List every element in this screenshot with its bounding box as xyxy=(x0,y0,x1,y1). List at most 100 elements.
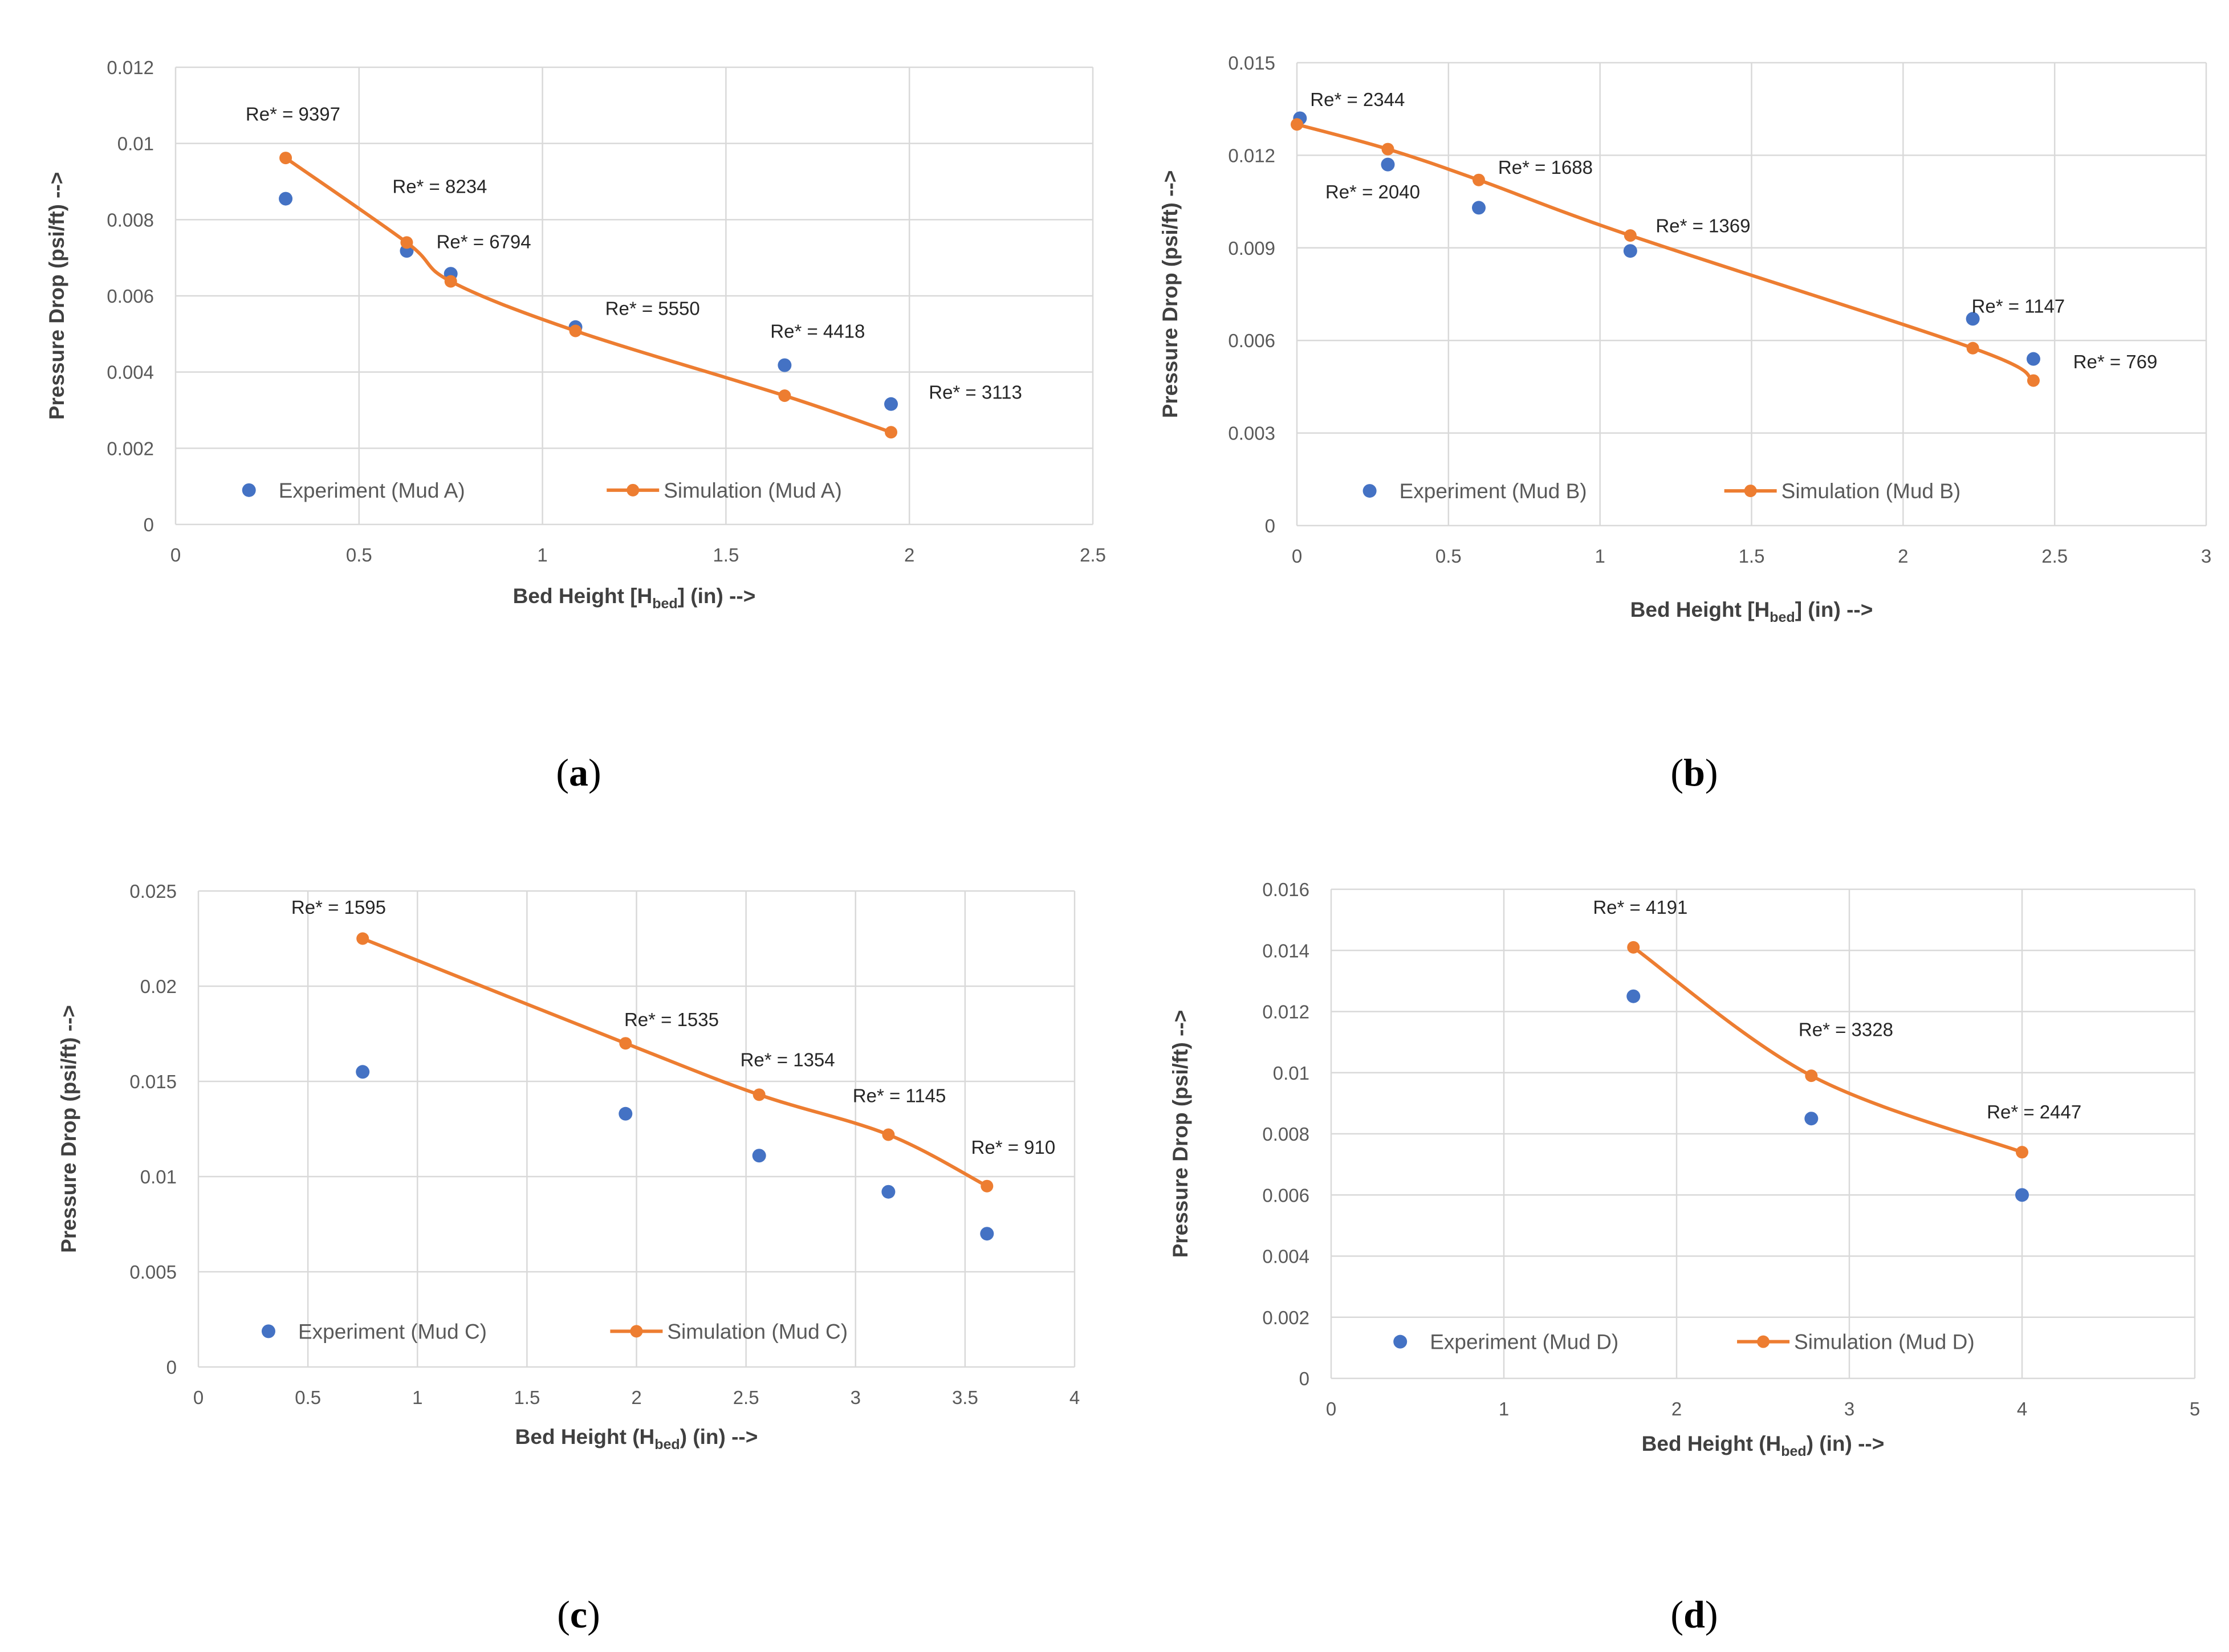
legend-simulation-label: Simulation (Mud A) xyxy=(664,479,842,502)
legend-experiment-marker xyxy=(1393,1334,1408,1349)
experiment-point xyxy=(2026,352,2040,366)
experiment-series xyxy=(1293,111,2040,366)
y-tick-label: 0.016 xyxy=(1262,879,1309,900)
caption-letter: d xyxy=(1683,1593,1705,1636)
legend: Experiment (Mud A) Simulation (Mud A) xyxy=(242,479,842,502)
y-tick-label: 0.008 xyxy=(1262,1124,1309,1145)
x-tick-label: 3.5 xyxy=(952,1387,978,1408)
simulation-point xyxy=(1473,173,1485,186)
y-tick-label: 0.015 xyxy=(129,1071,177,1092)
simulation-line xyxy=(284,156,892,434)
x-axis-title: Bed Height (Hbed) (in) --> xyxy=(1642,1432,1885,1459)
x-tick-label: 1 xyxy=(1499,1398,1509,1419)
y-tick-label: 0.003 xyxy=(1228,423,1275,444)
y-tick-label: 0.012 xyxy=(1228,145,1275,166)
y-tick-label: 0 xyxy=(1265,515,1275,536)
y-tick-label: 0.002 xyxy=(107,438,154,459)
y-tick-label: 0.008 xyxy=(107,209,154,230)
y-tick-label: 0.004 xyxy=(1262,1246,1309,1267)
panel-caption: (d) xyxy=(1670,1593,1718,1636)
y-tick-label: 0.012 xyxy=(1262,1002,1309,1023)
x-axis-title-prefix: Bed Height (H xyxy=(515,1425,655,1448)
y-tick-label: 0.006 xyxy=(107,286,154,307)
panel-caption: (c) xyxy=(557,1593,600,1636)
legend-experiment-marker xyxy=(242,483,256,497)
simulation-point xyxy=(753,1088,766,1101)
caption-paren-open: ( xyxy=(1670,751,1683,794)
caption-paren-close: ) xyxy=(587,1593,600,1636)
experiment-point xyxy=(2015,1188,2029,1202)
y-tick-label: 0.01 xyxy=(140,1166,177,1187)
simulation-line xyxy=(1296,123,2035,383)
x-tick-label: 2 xyxy=(904,544,914,565)
x-tick-label: 2 xyxy=(1671,1398,1682,1419)
y-tick-label: 0.006 xyxy=(1228,330,1275,351)
legend-simulation-label: Simulation (Mud D) xyxy=(1794,1330,1975,1354)
reynolds-annotation: Re* = 1688 xyxy=(1498,157,1593,178)
reynolds-annotation: Re* = 910 xyxy=(971,1137,1056,1158)
legend-simulation-marker xyxy=(1744,485,1757,498)
reynolds-annotation: Re* = 2040 xyxy=(1325,181,1420,202)
simulation-point xyxy=(569,324,582,337)
y-tick-label: 0.006 xyxy=(1262,1185,1309,1206)
caption-letter: a xyxy=(569,751,588,794)
x-tick-label: 1.5 xyxy=(514,1387,540,1408)
legend: Experiment (Mud D) Simulation (Mud D) xyxy=(1393,1330,1975,1354)
reynolds-annotation: Re* = 1595 xyxy=(291,897,386,918)
x-tick-label: 1 xyxy=(1595,546,1605,567)
simulation-series xyxy=(1291,118,2040,387)
legend: Experiment (Mud B) Simulation (Mud B) xyxy=(1362,479,1960,503)
experiment-point xyxy=(752,1149,766,1163)
simulation-series xyxy=(1627,941,2028,1159)
reynolds-annotation: Re* = 4191 xyxy=(1593,897,1687,918)
experiment-point xyxy=(980,1227,994,1241)
caption-letter: b xyxy=(1683,751,1705,794)
y-axis-title: Pressure Drop (psi/ft) --> xyxy=(1169,1010,1192,1258)
experiment-point xyxy=(1626,989,1641,1003)
experiment-point xyxy=(1623,244,1637,258)
simulation-series xyxy=(356,932,994,1193)
x-axis-title-subscript: bed xyxy=(1781,1443,1806,1459)
chart-panel-c: 0 0.5 1 1.5 2 2.5 3 3.5 4 0 0.005 0.01 0.015 0.02 0.02… xyxy=(57,881,1080,1636)
experiment-point xyxy=(279,192,293,206)
legend-experiment-label: Experiment (Mud D) xyxy=(1430,1330,1618,1354)
gridlines xyxy=(174,66,1094,526)
reynolds-annotation: Re* = 1535 xyxy=(624,1009,719,1030)
y-tick-label: 0.025 xyxy=(129,881,177,902)
experiment-point xyxy=(356,1065,370,1079)
chart-panel-a: 0 0.5 1 1.5 2 2.5 0 0.002 0.004 0.006 0.008 0.01 0.0… xyxy=(45,57,1106,794)
y-tick-label: 0 xyxy=(144,514,154,535)
x-tick-label: 3 xyxy=(1844,1398,1854,1419)
reynolds-annotation: Re* = 4418 xyxy=(770,321,865,342)
x-tick-label: 0.5 xyxy=(295,1387,321,1408)
legend-experiment-label: Experiment (Mud A) xyxy=(279,479,465,502)
simulation-point xyxy=(1805,1069,1818,1083)
simulation-point xyxy=(2027,374,2040,387)
y-tick-label: 0.01 xyxy=(117,133,154,154)
x-axis-title-subscript: bed xyxy=(654,1437,680,1452)
y-tick-label: 0 xyxy=(166,1357,177,1378)
caption-paren-close: ) xyxy=(1705,751,1718,794)
reynolds-annotation: Re* = 1369 xyxy=(1656,215,1750,237)
simulation-point xyxy=(1624,229,1637,242)
x-axis-title: Bed Height [Hbed] (in) --> xyxy=(1630,598,1873,625)
x-axis-title-suffix: ] (in) --> xyxy=(1795,598,1873,621)
legend-experiment-marker xyxy=(1362,484,1377,498)
simulation-point xyxy=(400,236,413,249)
caption-letter: c xyxy=(570,1593,587,1636)
reynolds-annotation: Re* = 2344 xyxy=(1310,89,1405,110)
simulation-point xyxy=(1291,118,1303,131)
experiment-point xyxy=(884,397,898,411)
simulation-point xyxy=(778,389,791,402)
chart-panel-b: 0 0.5 1 1.5 2 2.5 3 0 0.003 0.006 0.009 0.012 0.015 P… xyxy=(1158,52,2211,794)
caption-paren-open: ( xyxy=(1670,1593,1683,1636)
reynolds-annotation: Re* = 8234 xyxy=(392,176,487,197)
x-tick-label: 0 xyxy=(1292,546,1302,567)
y-tick-label: 0.012 xyxy=(107,57,154,78)
legend-experiment-label: Experiment (Mud C) xyxy=(298,1320,487,1343)
y-tick-label: 0.02 xyxy=(140,976,177,997)
gridlines xyxy=(1330,888,2196,1380)
experiment-point xyxy=(778,358,792,372)
y-tick-label: 0.002 xyxy=(1262,1307,1309,1328)
